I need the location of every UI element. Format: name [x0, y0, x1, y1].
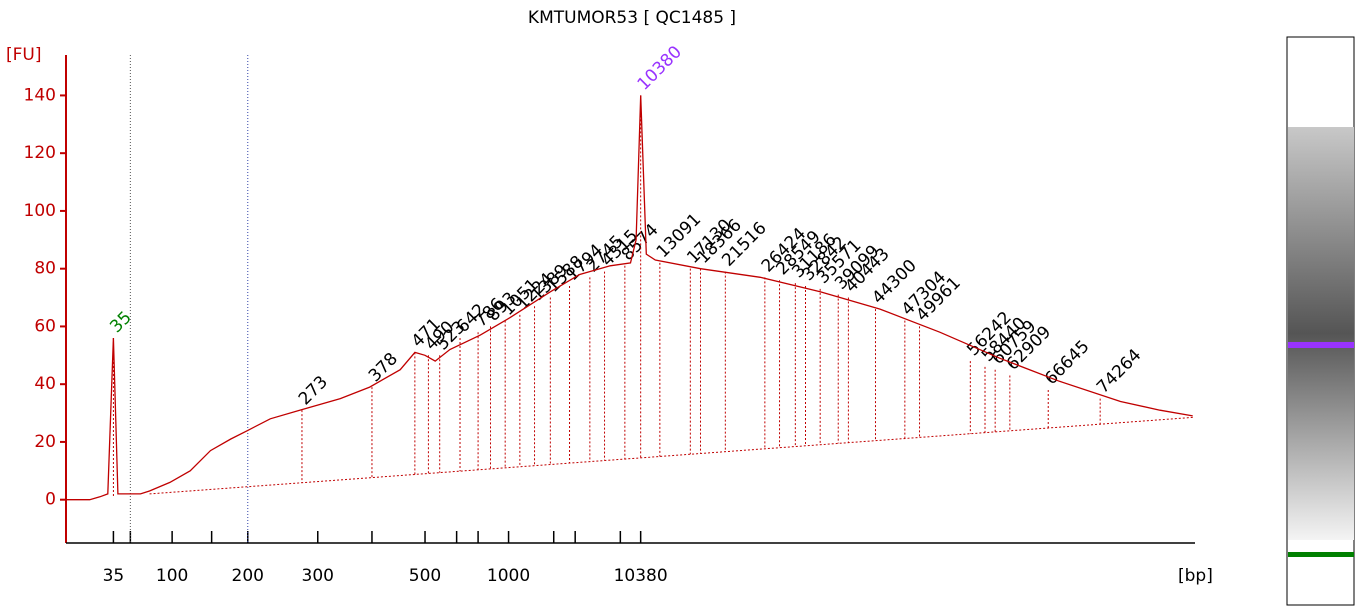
- y-tick-label: 140: [24, 85, 56, 105]
- x-tick-label: 1000: [487, 566, 530, 586]
- y-tick-label: 100: [24, 201, 56, 221]
- gel-panel: [1286, 36, 1355, 606]
- peak-label: 66645: [1041, 337, 1093, 389]
- y-axis-label: [FU]: [6, 45, 42, 65]
- y-tick-label: 120: [24, 143, 56, 163]
- y-tick-label: 40: [34, 374, 56, 394]
- y-tick-label: 0: [45, 490, 56, 510]
- peak-label: 35: [106, 308, 135, 337]
- x-tick-label: 35: [103, 566, 125, 586]
- x-tick-label: 10380: [614, 566, 668, 586]
- trace: [66, 95, 1193, 501]
- y-tick-label: 60: [34, 316, 56, 336]
- x-axis-label: [bp]: [1178, 566, 1213, 586]
- x-tick-label: 200: [232, 566, 264, 586]
- peak-label: 10380: [634, 42, 686, 94]
- chart-title: KMTUMOR53 [ QC1485 ]: [528, 8, 736, 28]
- gel-band-lower: [1288, 552, 1354, 557]
- gel-band-upper: [1288, 342, 1354, 348]
- x-tick-label: 100: [156, 566, 188, 586]
- peak-label: 273: [295, 372, 332, 409]
- gel-lane: [1288, 127, 1354, 540]
- x-tick-label: 500: [409, 566, 441, 586]
- peak-label: 74264: [1093, 345, 1145, 397]
- x-tick-label: 300: [302, 566, 334, 586]
- peak-label: 378: [365, 349, 402, 386]
- baseline: [149, 416, 1193, 495]
- y-tick-label: 20: [34, 432, 56, 452]
- y-tick-label: 80: [34, 259, 56, 279]
